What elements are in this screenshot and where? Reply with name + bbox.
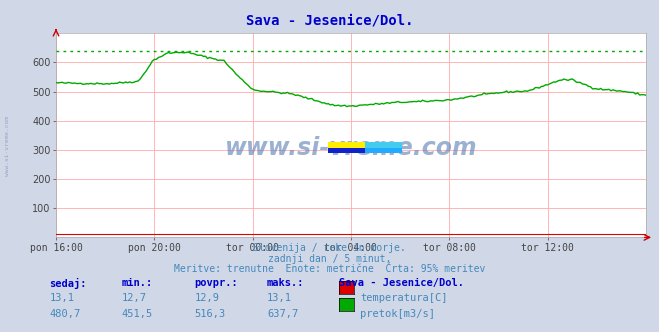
Text: Sava - Jesenice/Dol.: Sava - Jesenice/Dol. (246, 14, 413, 28)
Text: zadnji dan / 5 minut.: zadnji dan / 5 minut. (268, 254, 391, 264)
Text: Sava - Jesenice/Dol.: Sava - Jesenice/Dol. (339, 278, 465, 288)
Text: Meritve: trenutne  Enote: metrične  Črta: 95% meritev: Meritve: trenutne Enote: metrične Črta: … (174, 264, 485, 274)
Bar (365, 147, 402, 153)
Text: maks.:: maks.: (267, 278, 304, 288)
Text: temperatura[C]: temperatura[C] (360, 293, 448, 303)
Bar (328, 147, 365, 153)
Text: 12,9: 12,9 (194, 293, 219, 303)
Bar (365, 142, 402, 147)
Text: 13,1: 13,1 (49, 293, 74, 303)
Text: Slovenija / reke in morje.: Slovenija / reke in morje. (253, 243, 406, 253)
Text: pretok[m3/s]: pretok[m3/s] (360, 309, 436, 319)
Text: 451,5: 451,5 (122, 309, 153, 319)
Text: 480,7: 480,7 (49, 309, 80, 319)
Text: min.:: min.: (122, 278, 153, 288)
Text: povpr.:: povpr.: (194, 278, 238, 288)
Text: www.si-vreme.com: www.si-vreme.com (225, 135, 477, 160)
Text: 12,7: 12,7 (122, 293, 147, 303)
Text: 516,3: 516,3 (194, 309, 225, 319)
Text: 13,1: 13,1 (267, 293, 292, 303)
Bar (328, 142, 365, 147)
Text: sedaj:: sedaj: (49, 278, 87, 289)
Text: 637,7: 637,7 (267, 309, 298, 319)
Text: www.si-vreme.com: www.si-vreme.com (5, 116, 11, 176)
